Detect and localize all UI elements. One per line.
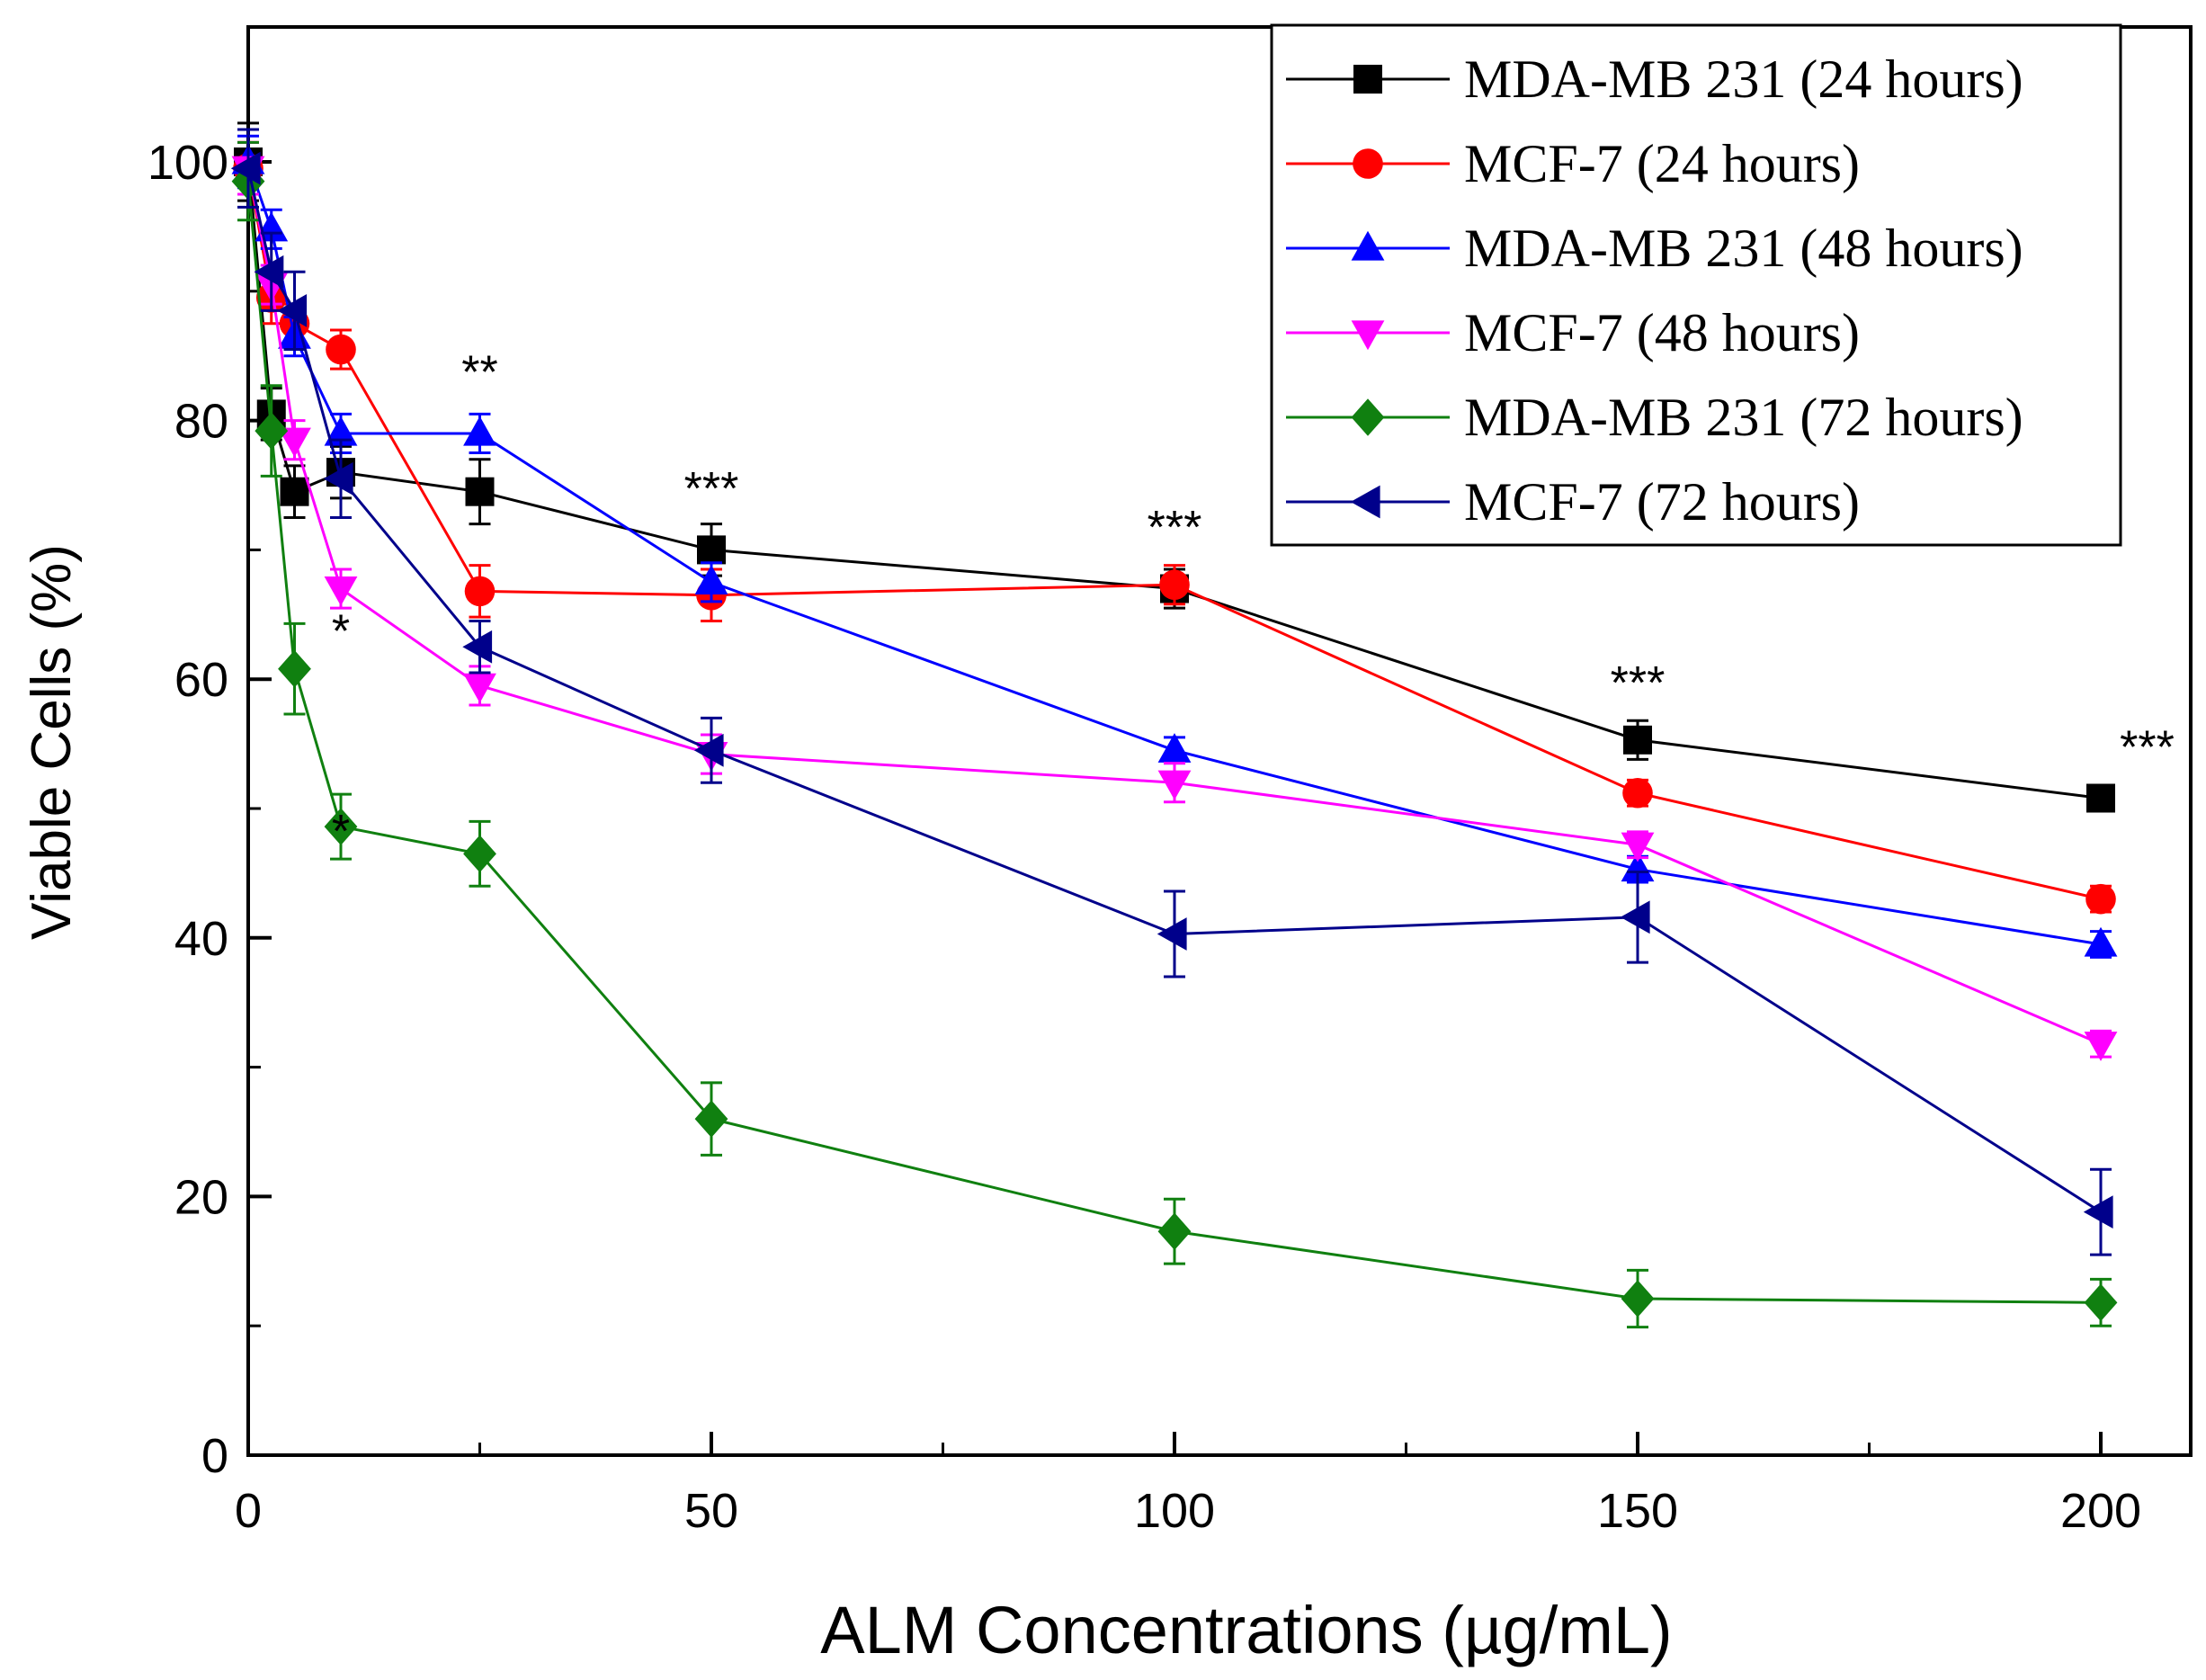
marker-diamond <box>1157 1212 1192 1251</box>
x-tick-label: 100 <box>1134 1484 1215 1538</box>
axes: 0 20 40 60 80 100 0 50 100 150 200 <box>147 136 2141 1538</box>
legend-box <box>1270 23 2122 547</box>
marker-square <box>280 477 309 506</box>
marker-triangle-down <box>1351 320 1385 351</box>
marker-triangle-left <box>2083 1195 2113 1229</box>
legend-label: MCF-7 (72 hours) <box>1464 472 1860 532</box>
marker-square <box>2086 783 2115 813</box>
marker-diamond <box>1351 398 1385 436</box>
marker-triangle-up <box>2084 926 2118 957</box>
marker-triangle-up <box>1157 733 1192 763</box>
marker-triangle-up <box>694 565 728 594</box>
annotations: **************** <box>332 347 2175 858</box>
series-5 <box>231 140 2118 1329</box>
legend-item: MCF-7 (48 hours) <box>1286 303 1860 362</box>
marker-triangle-left <box>254 255 284 289</box>
y-tick-label: 100 <box>147 136 228 190</box>
marker-diamond <box>255 412 289 450</box>
significance-label: *** <box>684 463 739 515</box>
x-axis-title: ALM Concentrations (µg/mL) <box>820 1593 1672 1667</box>
y-axis-title: Viable Cells (%) <box>21 544 83 940</box>
marker-diamond <box>2084 1283 2118 1322</box>
x-tick-label: 200 <box>2060 1484 2141 1538</box>
significance-label: * <box>332 605 350 657</box>
significance-label: *** <box>2120 722 2175 774</box>
significance-label: ** <box>461 347 497 399</box>
legend-label: MDA-MB 231 (24 hours) <box>1464 49 2023 109</box>
legend-item: MDA-MB 231 (48 hours) <box>1286 219 2023 278</box>
marker-triangle-down <box>1157 770 1192 800</box>
x-tick-label: 0 <box>235 1484 262 1538</box>
x-tick-label: 150 <box>1597 1484 1678 1538</box>
y-tick-label: 40 <box>174 912 228 966</box>
y-tick-label: 60 <box>174 653 228 707</box>
marker-triangle-down <box>1621 832 1655 862</box>
x-tick-label: 50 <box>684 1484 738 1538</box>
plot-frame <box>246 25 2193 1457</box>
marker-triangle-up <box>1621 852 1655 882</box>
marker-square <box>1623 725 1652 755</box>
series-6 <box>230 128 2113 1256</box>
y-tick-label: 20 <box>174 1170 228 1224</box>
legend-label: MCF-7 (24 hours) <box>1464 134 1860 193</box>
marker-circle <box>1159 569 1190 601</box>
marker-circle <box>1622 777 1653 809</box>
series-layer <box>230 121 2118 1329</box>
marker-triangle-down <box>2084 1032 2118 1061</box>
legend-item: MCF-7 (72 hours) <box>1286 472 1860 532</box>
marker-diamond <box>278 649 311 688</box>
marker-circle <box>2085 883 2116 915</box>
marker-diamond <box>1621 1280 1655 1318</box>
legend-label: MDA-MB 231 (72 hours) <box>1464 388 2023 447</box>
marker-square <box>1353 65 1382 94</box>
marker-circle <box>1353 148 1383 179</box>
marker-triangle-left <box>323 461 353 496</box>
marker-triangle-left <box>1157 917 1187 951</box>
marker-triangle-up <box>324 416 358 446</box>
marker-triangle-up <box>463 416 496 446</box>
marker-square <box>465 477 495 506</box>
significance-label: *** <box>1148 502 1202 554</box>
significance-label: * <box>332 806 350 858</box>
marker-triangle-down <box>278 427 311 458</box>
y-tick-label: 0 <box>201 1429 228 1483</box>
legend: MDA-MB 231 (24 hours) MCF-7 (24 hours) MDA… <box>1270 23 2122 547</box>
marker-triangle-left <box>277 293 308 327</box>
marker-diamond <box>694 1100 728 1138</box>
marker-triangle-up <box>1351 230 1385 261</box>
marker-diamond <box>324 808 358 845</box>
series-4 <box>231 140 2118 1061</box>
marker-triangle-down <box>324 576 358 606</box>
legend-label: MDA-MB 231 (48 hours) <box>1464 219 2023 278</box>
marker-triangle-left <box>1620 900 1650 934</box>
marker-triangle-left <box>693 733 724 767</box>
legend-item: MCF-7 (24 hours) <box>1286 134 1860 193</box>
marker-square <box>697 535 726 565</box>
marker-triangle-left <box>230 151 261 185</box>
marker-triangle-left <box>462 630 493 664</box>
significance-label: *** <box>1611 657 1666 710</box>
legend-item: MDA-MB 231 (24 hours) <box>1286 49 2023 109</box>
legend-label: MCF-7 (48 hours) <box>1464 303 1860 362</box>
legend-item: MDA-MB 231 (72 hours) <box>1286 388 2023 447</box>
marker-triangle-left <box>1350 485 1380 519</box>
marker-circle <box>464 576 496 607</box>
marker-diamond <box>463 835 496 873</box>
marker-circle <box>326 334 356 365</box>
y-tick-label: 80 <box>174 395 228 449</box>
marker-triangle-down <box>463 673 496 703</box>
